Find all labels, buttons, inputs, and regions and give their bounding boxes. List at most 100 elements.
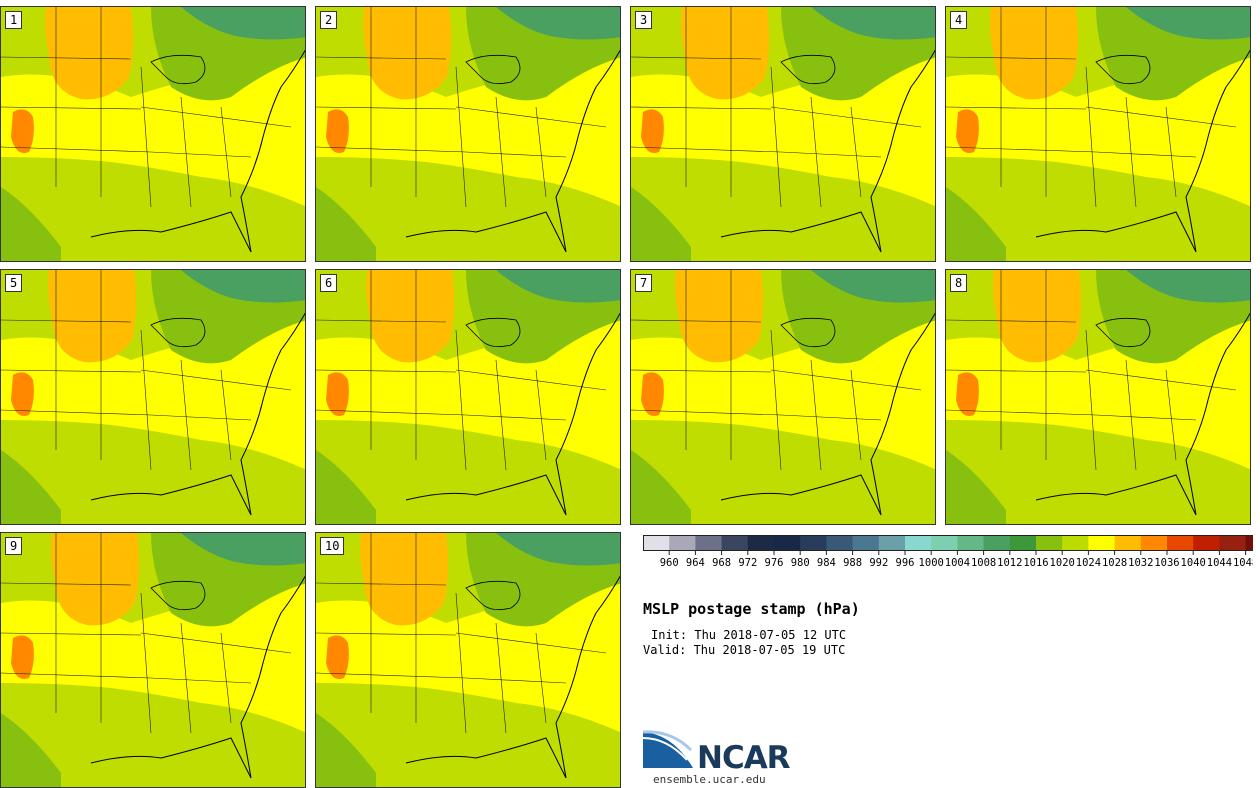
state-boundary bbox=[140, 66, 152, 208]
colorbar-tick-label: 976 bbox=[765, 557, 784, 569]
high-pressure-center bbox=[681, 7, 770, 100]
ncar-logo-icon bbox=[643, 730, 693, 768]
colorbar-swatch bbox=[1036, 535, 1063, 551]
great-lakes bbox=[780, 317, 836, 348]
state-boundary bbox=[455, 369, 607, 391]
state-boundary bbox=[316, 409, 467, 416]
colorbar-tick-label: 1040 bbox=[1181, 557, 1206, 569]
great-lakes bbox=[780, 54, 836, 85]
colorbar-swatch bbox=[1219, 535, 1247, 551]
state-boundary bbox=[316, 672, 467, 679]
terrain-high-pressure bbox=[956, 372, 979, 416]
state-boundary bbox=[455, 66, 467, 208]
colorbar-tick-label: 964 bbox=[686, 557, 705, 569]
pressure-band-1016-sw bbox=[946, 450, 1006, 524]
terrain-high-pressure bbox=[326, 372, 349, 416]
state-boundary bbox=[316, 582, 447, 586]
coastline bbox=[405, 49, 620, 253]
member-number: 8 bbox=[950, 274, 968, 292]
colorbar-swatch bbox=[747, 535, 775, 551]
terrain-high-pressure bbox=[956, 109, 979, 153]
colorbar-swatch bbox=[774, 535, 801, 551]
state-boundary bbox=[1085, 369, 1237, 391]
colorbar-swatch bbox=[695, 535, 723, 551]
colorbar-swatch bbox=[1114, 535, 1142, 551]
state-boundary bbox=[1, 56, 132, 60]
state-boundary bbox=[770, 369, 922, 391]
colorbar-tick-label: 1044 bbox=[1207, 557, 1232, 569]
pressure-band-1016-sw bbox=[1, 713, 61, 787]
state-boundary bbox=[455, 632, 607, 654]
colorbar-swatch bbox=[878, 535, 906, 551]
init-time: Init: Thu 2018-07-05 12 UTC bbox=[651, 628, 847, 642]
pressure-band-1012 bbox=[496, 270, 620, 303]
coastline bbox=[405, 575, 620, 779]
high-pressure-center bbox=[675, 270, 764, 363]
pressure-band-1012 bbox=[181, 7, 305, 40]
state-boundary bbox=[220, 369, 232, 461]
pressure-band-1016-sw bbox=[316, 187, 376, 261]
colorbar-tick-label: 988 bbox=[843, 557, 862, 569]
state-boundary bbox=[316, 369, 457, 373]
pressure-band-1016-sw bbox=[631, 450, 691, 524]
state-boundary bbox=[455, 106, 607, 128]
terrain-high-pressure bbox=[326, 635, 349, 679]
colorbar-swatch bbox=[1245, 535, 1253, 551]
member-number: 1 bbox=[5, 11, 23, 29]
high-pressure-center bbox=[993, 270, 1082, 363]
state-boundary bbox=[946, 409, 1097, 416]
chart-title: MSLP postage stamp (hPa) bbox=[643, 600, 860, 618]
colorbar-tick-label: 996 bbox=[896, 557, 915, 569]
pressure-band-1016-sw bbox=[946, 187, 1006, 261]
colorbar-tick-label: 1004 bbox=[945, 557, 970, 569]
colorbar-tick-label: 1024 bbox=[1076, 557, 1101, 569]
high-pressure-center bbox=[45, 7, 134, 100]
colorbar-frame bbox=[643, 535, 1253, 551]
state-boundary bbox=[1085, 329, 1097, 471]
coastline bbox=[90, 49, 305, 253]
coastline bbox=[90, 312, 305, 516]
colorbar-swatch bbox=[852, 535, 880, 551]
state-boundary bbox=[770, 106, 922, 128]
state-boundary bbox=[1095, 151, 1197, 158]
map-panel-8: 8 bbox=[945, 269, 1251, 525]
colorbar-swatch bbox=[1062, 535, 1089, 551]
high-pressure-center bbox=[48, 270, 137, 363]
map-panel-10: 10 bbox=[315, 532, 621, 788]
state-boundary bbox=[220, 632, 232, 724]
terrain-high-pressure bbox=[326, 109, 349, 153]
colorbar-swatch bbox=[669, 535, 696, 551]
logo-text: NCAR bbox=[697, 740, 791, 776]
colorbar-tick-label: 980 bbox=[791, 557, 810, 569]
great-lakes bbox=[150, 317, 206, 348]
map-panel-2: 2 bbox=[315, 6, 621, 262]
state-boundary bbox=[455, 329, 467, 471]
map-panel-4: 4 bbox=[945, 6, 1251, 262]
pressure-band-1012 bbox=[811, 270, 935, 303]
colorbar-tick-label: 1016 bbox=[1023, 557, 1048, 569]
coastline bbox=[1035, 49, 1250, 253]
pressure-band-1016-sw bbox=[631, 187, 691, 261]
pressure-map bbox=[1, 533, 305, 787]
state-boundary bbox=[495, 96, 507, 208]
state-boundary bbox=[316, 56, 447, 60]
colorbar-swatch bbox=[1140, 535, 1168, 551]
pressure-map bbox=[1, 7, 305, 261]
logo-url: ensemble.ucar.edu bbox=[653, 773, 766, 786]
state-boundary bbox=[140, 632, 292, 654]
pressure-map bbox=[631, 270, 935, 524]
pressure-band-1016-sw bbox=[1, 187, 61, 261]
state-boundary bbox=[220, 106, 232, 198]
state-boundary bbox=[1125, 359, 1137, 471]
state-boundary bbox=[316, 632, 457, 636]
state-boundary bbox=[810, 359, 822, 471]
pressure-map bbox=[631, 7, 935, 261]
map-panel-5: 5 bbox=[0, 269, 306, 525]
state-boundary bbox=[946, 146, 1097, 153]
member-number: 7 bbox=[635, 274, 653, 292]
state-boundary bbox=[316, 146, 467, 153]
great-lakes bbox=[150, 580, 206, 611]
colorbar-tick-label: 1032 bbox=[1128, 557, 1153, 569]
pressure-band-1012 bbox=[1126, 7, 1250, 40]
state-boundary bbox=[180, 622, 192, 734]
